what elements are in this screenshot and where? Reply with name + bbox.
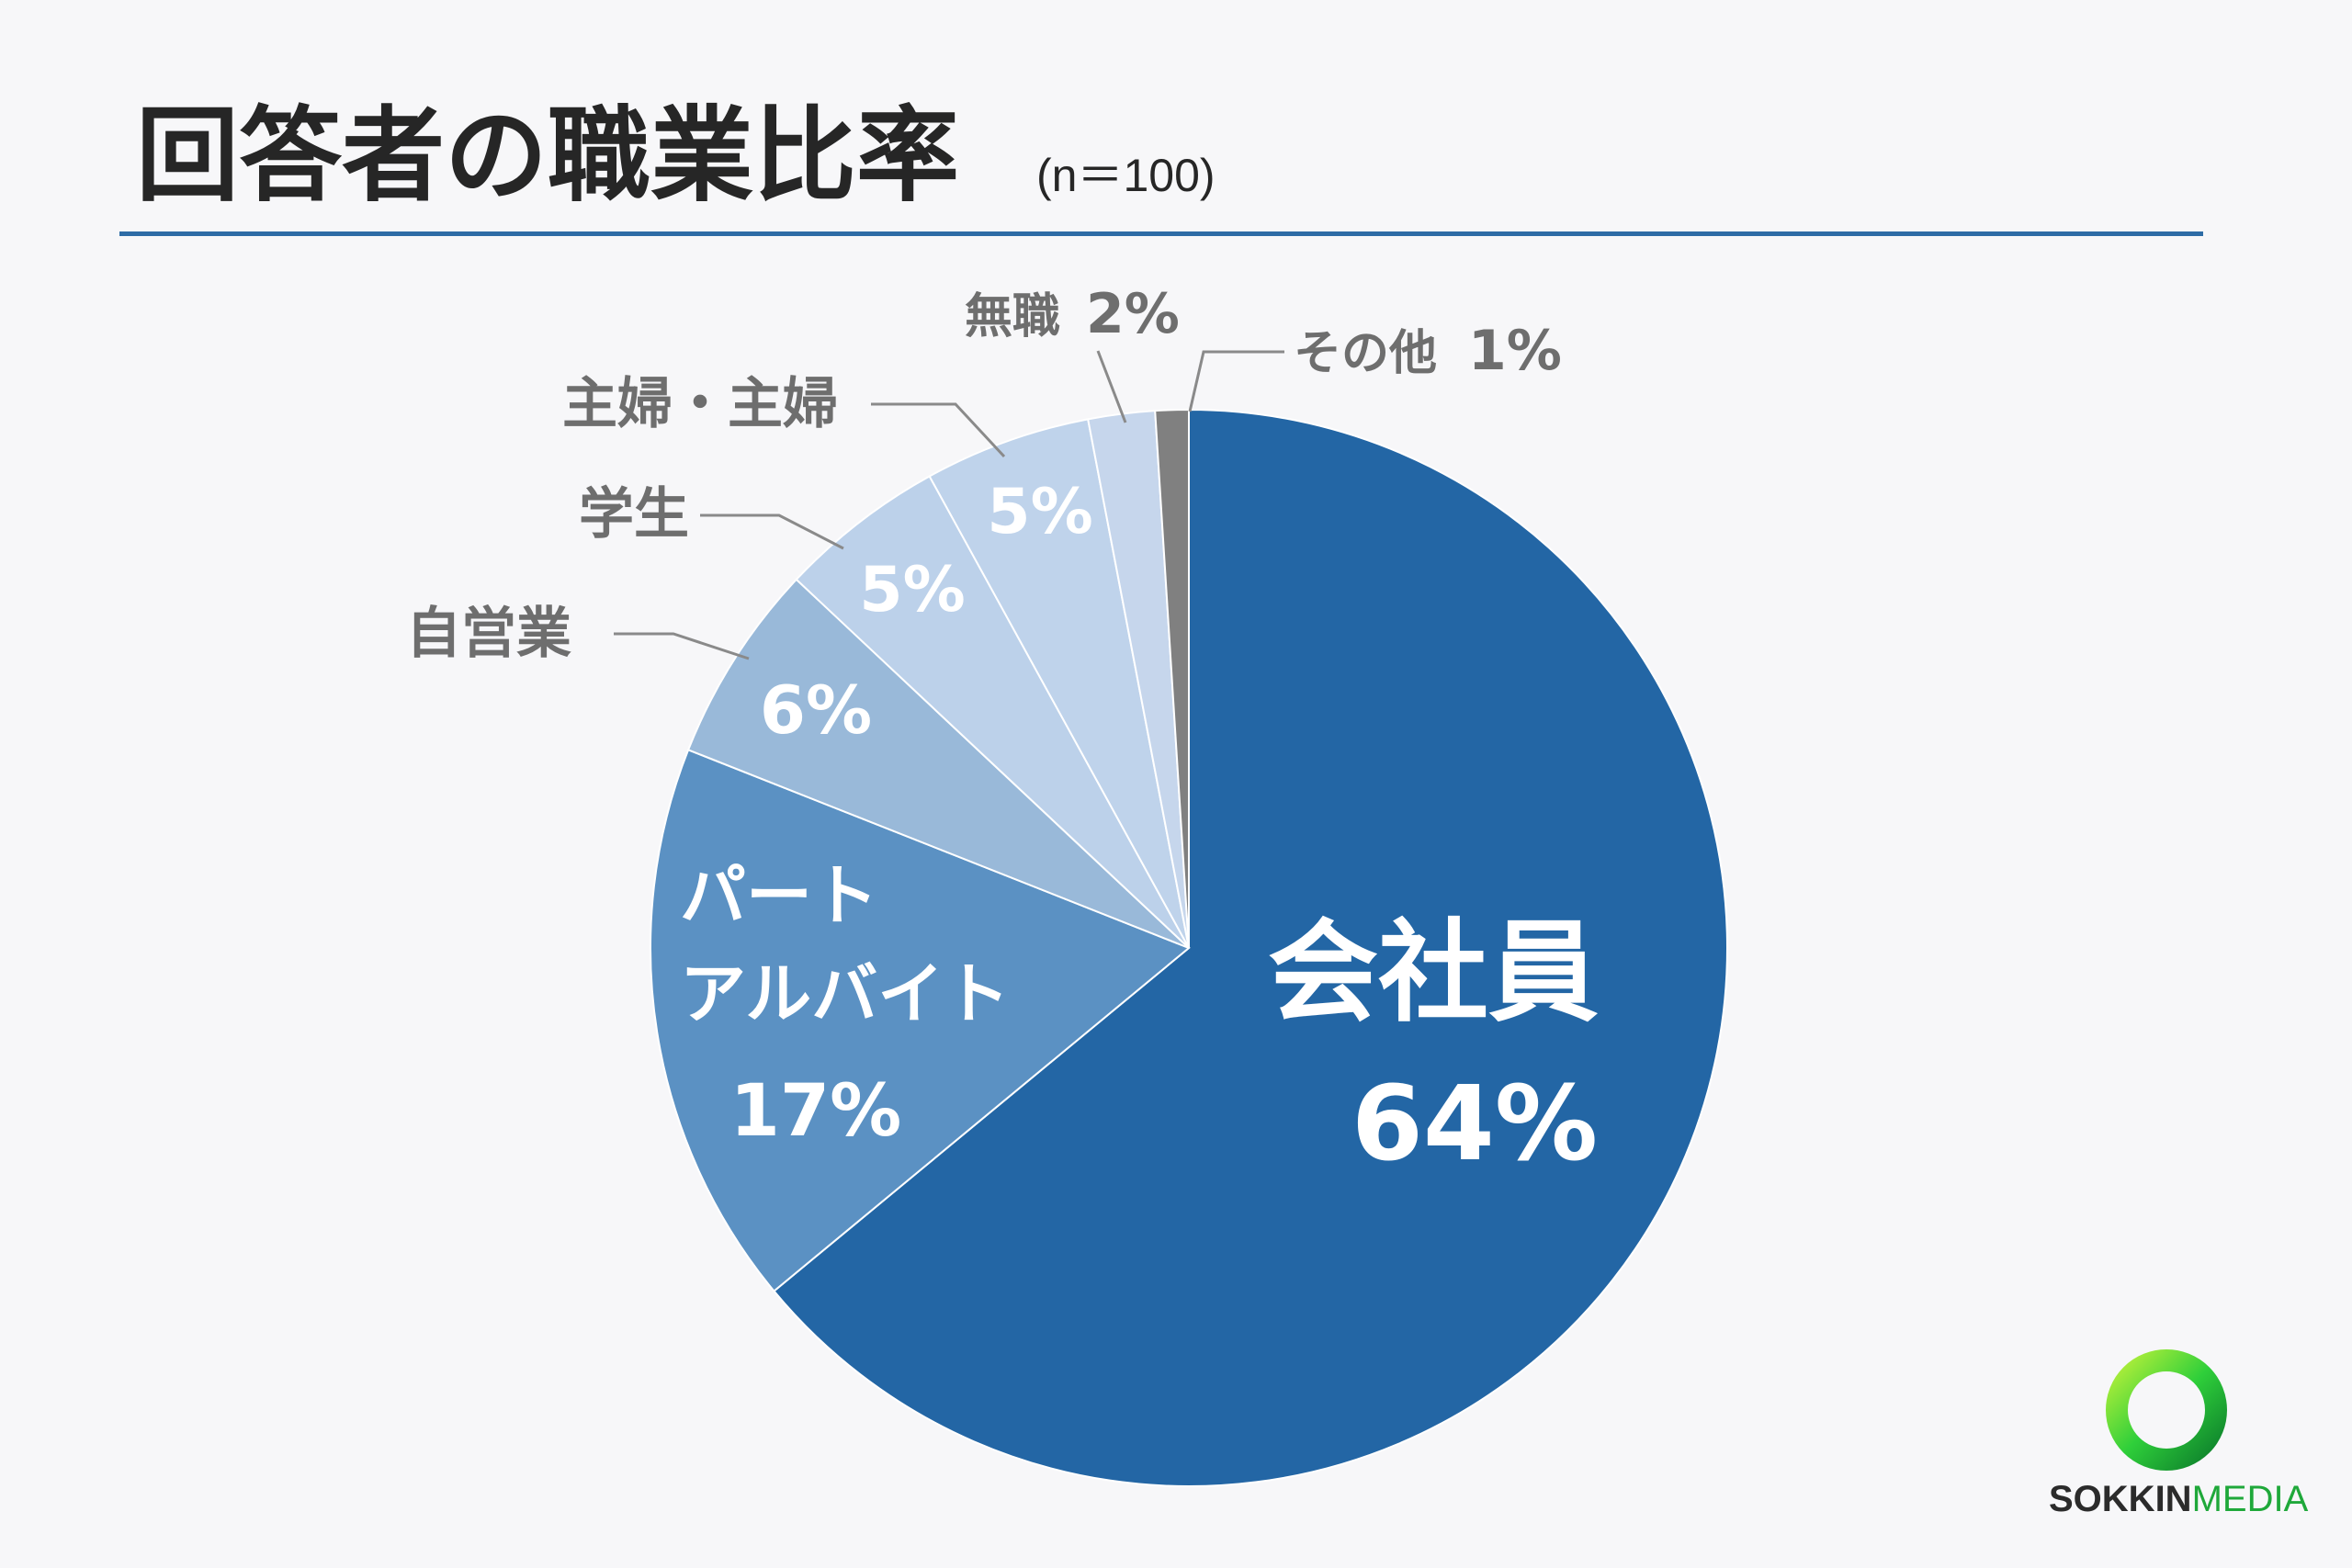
label-jieigyo-pct: 6% (760, 671, 872, 749)
pie-slice-0 (773, 408, 1728, 1487)
pie-slice-2 (686, 578, 1190, 949)
label-gakusei-pct: 5% (859, 554, 965, 626)
label-kaishain-name: 会社員 (1268, 909, 1599, 1037)
sokkin-media-logo: SOKKINMEDIA (2049, 1349, 2309, 1519)
logo-ring-icon (2106, 1349, 2227, 1471)
label-sonota-pct: 1% (1468, 319, 1562, 383)
chart-title: 回答者の職業比率 (136, 96, 959, 216)
leader-line-shufu (871, 402, 1006, 458)
label-part-name1: パート (680, 857, 878, 934)
logo-text: SOKKINMEDIA (2049, 1479, 2309, 1519)
leader-line-sonota (1188, 350, 1284, 412)
label-part-name2: アルバイト (680, 955, 1010, 1032)
label-mushoku-pct: 2% (1086, 282, 1180, 346)
title-underline (119, 231, 2203, 236)
leader-line-gakusei (700, 513, 844, 550)
label-shufu-pct: 5% (987, 476, 1092, 548)
label-part-pct: 17% (730, 1070, 902, 1153)
pie-slice-3 (795, 475, 1190, 949)
leader-line-jieigyo (614, 632, 750, 660)
label-jieigyo-name: 自営業 (406, 602, 571, 666)
label-gakusei-name: 学生 (579, 482, 689, 547)
pie-slice-1 (650, 748, 1191, 1292)
pie-slices (650, 408, 1728, 1487)
logo-text-sokkin: SOKKIN (2049, 1479, 2192, 1519)
label-mushoku-name: 無職 (965, 289, 1060, 344)
pie-slice-4 (928, 418, 1190, 949)
label-kaishain-pct: 64% (1351, 1065, 1598, 1184)
leader-line-mushoku (1096, 350, 1127, 423)
label-sonota-name: その他 (1294, 326, 1437, 381)
chart-subtitle: (n＝100) (1036, 150, 1216, 201)
logo-text-media: MEDIA (2192, 1479, 2309, 1519)
label-shufu-name: 主婦・主婦 (562, 372, 838, 436)
